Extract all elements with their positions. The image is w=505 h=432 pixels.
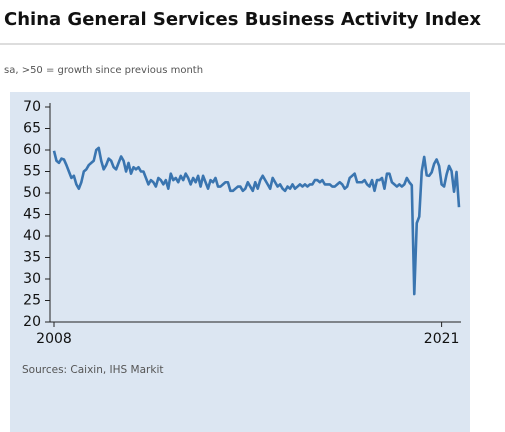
y-tick-label: 55 — [23, 164, 41, 180]
y-tick-label: 35 — [23, 250, 41, 266]
data-line — [52, 146, 461, 296]
y-tick-label: 40 — [23, 228, 41, 244]
y-tick-label: 50 — [23, 185, 41, 201]
x-tick-label: 2008 — [36, 331, 72, 347]
y-tick-label: 20 — [23, 314, 41, 330]
y-tick-label: 25 — [23, 293, 41, 309]
y-tick-label: 65 — [23, 121, 41, 137]
source-note: Sources: Caixin, IHS Markit — [22, 364, 163, 376]
chart-title: China General Services Business Activity… — [4, 9, 481, 30]
y-tick-label: 70 — [23, 99, 41, 115]
y-tick-label: 45 — [23, 207, 41, 223]
plot-background — [10, 92, 470, 432]
y-tick-label: 60 — [23, 142, 41, 158]
x-tick-label: 2021 — [424, 331, 460, 347]
chart-subtitle: sa, >50 = growth since previous month — [4, 65, 203, 76]
y-tick-label: 30 — [23, 271, 41, 287]
